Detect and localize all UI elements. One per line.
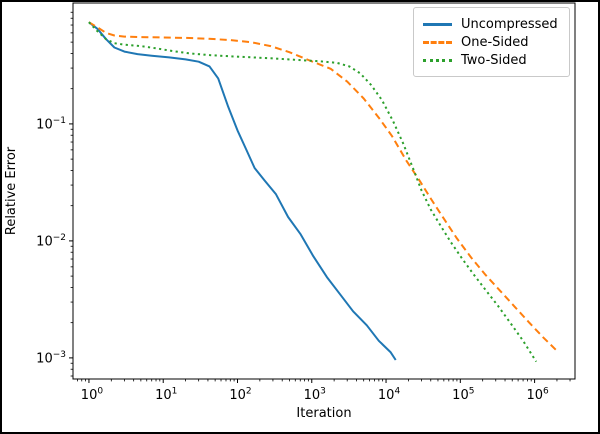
y-tick-label: 10−2 bbox=[36, 233, 66, 250]
series-line-one-sided bbox=[88, 21, 558, 352]
solid-line-sample bbox=[423, 22, 452, 26]
legend-label-two-sided: Two-Sided bbox=[461, 52, 527, 68]
y-tick-label: 10−3 bbox=[36, 350, 66, 367]
x-tick-label: 101 bbox=[155, 387, 177, 404]
x-axis-label: Iteration bbox=[296, 406, 351, 421]
legend-label-one-sided: One-Sided bbox=[461, 34, 529, 50]
plot-spines bbox=[72, 2, 576, 380]
series-line-uncompressed bbox=[88, 21, 397, 361]
x-tick-label: 103 bbox=[304, 387, 326, 404]
dotted-line-sample bbox=[423, 58, 452, 62]
legend-item-one-sided: One-Sided bbox=[423, 33, 560, 51]
x-tick-label: 104 bbox=[378, 387, 401, 404]
legend-item-uncompressed: Uncompressed bbox=[423, 15, 560, 33]
y-axis-label: Relative Error bbox=[4, 146, 19, 235]
x-tick-label: 106 bbox=[526, 387, 549, 404]
dashed-line-sample bbox=[423, 40, 452, 44]
x-tick-label: 100 bbox=[81, 387, 104, 404]
series-line-two-sided bbox=[88, 21, 538, 363]
y-tick-label: 10−1 bbox=[36, 116, 66, 133]
legend: Uncompressed One-Sided Two-Sided bbox=[413, 7, 570, 77]
x-tick-label: 102 bbox=[229, 387, 251, 404]
legend-label-uncompressed: Uncompressed bbox=[461, 16, 558, 32]
x-tick-label: 105 bbox=[452, 387, 474, 404]
legend-item-two-sided: Two-Sided bbox=[423, 51, 560, 69]
